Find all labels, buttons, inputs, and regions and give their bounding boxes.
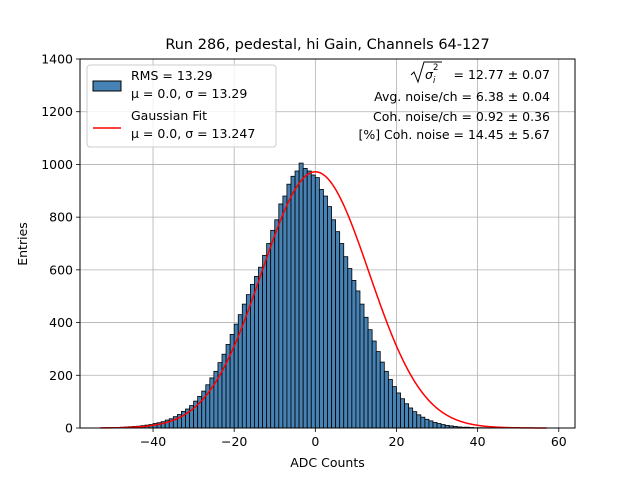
annotation-sigma-symbol: σ: [425, 67, 434, 82]
histogram-bars: [103, 162, 491, 429]
histogram-bar: [396, 392, 401, 429]
histogram-bar: [387, 379, 393, 429]
y-tick-label: 800: [49, 210, 73, 225]
histogram-bar: [432, 422, 438, 429]
svg-text:σ: σ: [425, 67, 434, 82]
histogram-bar: [331, 219, 337, 429]
histogram-bar: [359, 303, 365, 429]
histogram-bar: [383, 370, 389, 429]
histogram-bar: [262, 254, 268, 429]
histogram-bar: [266, 243, 272, 429]
y-tick-label: 0: [65, 421, 73, 436]
sqrt-sign-icon: [410, 61, 442, 84]
x-tick-label: −20: [221, 434, 247, 449]
histogram-bar: [440, 424, 446, 429]
legend-histogram-stats: μ = 0.0, σ = 13.29: [131, 86, 247, 101]
histogram-bar: [298, 162, 304, 429]
y-tick-label: 1000: [41, 157, 73, 172]
histogram-bar: [258, 266, 263, 429]
histogram-bar: [294, 170, 300, 429]
legend-fit-stats: μ = 0.0, σ = 13.247: [131, 126, 255, 141]
histogram-bar: [371, 340, 377, 429]
histogram-bar: [327, 206, 332, 429]
legend-fit-label: Gaussian Fit: [131, 108, 207, 123]
annotation-sigma-sup: 2: [433, 63, 438, 73]
y-tick-label: 400: [49, 315, 73, 330]
annotation-coh-noise: Coh. noise/ch = 0.92 ± 0.36: [373, 109, 550, 124]
histogram-bar: [428, 420, 434, 429]
y-tick-label: 200: [49, 368, 73, 383]
histogram-bar: [270, 229, 276, 429]
x-tick-label: −40: [140, 434, 166, 449]
histogram-bar: [355, 290, 361, 429]
annotation-avg-noise: Avg. noise/ch = 6.38 ± 0.04: [374, 89, 550, 104]
plot-frame: [79, 58, 576, 429]
annotation-coh-noise-pct: [%] Coh. noise = 14.45 ± 5.67: [358, 127, 550, 142]
histogram-bar: [367, 329, 373, 429]
x-axis-label: ADC Counts: [290, 455, 365, 470]
annotation-sigma-sub: i: [433, 76, 436, 86]
histogram-bar: [420, 416, 426, 429]
histogram-bar: [274, 219, 280, 429]
histogram-bar: [278, 203, 284, 429]
histogram-bar: [351, 279, 357, 429]
x-tick-label: 20: [389, 434, 405, 449]
histogram-bar: [323, 195, 328, 429]
histogram-bar: [400, 398, 405, 429]
histogram-bar: [436, 423, 442, 429]
legend-histogram-swatch: [92, 80, 122, 92]
histogram-bar: [254, 276, 259, 429]
chart-title: Run 286, pedestal, hi Gain, Channels 64-…: [165, 37, 489, 53]
histogram-bar: [250, 283, 255, 429]
histogram-bar: [379, 361, 385, 429]
histogram-bar: [412, 411, 418, 429]
histogram-bar: [282, 195, 288, 429]
legend-histogram-label: RMS = 13.29: [131, 68, 213, 83]
histogram-bar: [318, 189, 324, 429]
histogram-bar: [339, 243, 345, 429]
histogram-bar: [392, 386, 397, 429]
x-tick-label: 60: [551, 434, 567, 449]
histogram-bar: [314, 177, 320, 429]
y-tick-label: 600: [49, 262, 73, 277]
annotation-sigma: σ 2 i = 12.77 ± 0.07: [410, 61, 550, 86]
histogram-bar: [310, 174, 316, 429]
histogram-bar: [286, 183, 292, 429]
histogram-bar: [302, 167, 308, 429]
histogram-bar: [290, 175, 296, 429]
x-axis-ticks: −40 −20 0 20 40 60: [140, 428, 567, 449]
histogram-bar: [424, 418, 430, 429]
y-tick-label: 1200: [41, 104, 73, 119]
histogram-bar: [375, 351, 381, 429]
histogram-bar: [347, 268, 353, 429]
y-axis-label: Entries: [15, 222, 30, 266]
histogram-bar: [343, 256, 349, 429]
noise-annotations: σ 2 i = 12.77 ± 0.07 Avg. noise/ch = 6.3…: [358, 61, 550, 142]
histogram-bar: [404, 403, 410, 429]
legend: RMS = 13.29 μ = 0.0, σ = 13.29 Gaussian …: [86, 64, 277, 148]
x-tick-label: 0: [311, 434, 319, 449]
histogram-bar: [408, 407, 414, 429]
annotation-sigma-value: = 12.77 ± 0.07: [454, 67, 550, 82]
histogram-bar: [363, 316, 369, 429]
legend-box: [86, 64, 277, 148]
gaussian-fit-line: [100, 171, 547, 429]
histogram-bar: [306, 170, 312, 429]
y-tick-label: 1400: [41, 52, 73, 67]
y-axis-ticks: 0 200 400 600 800 1000 1200 1400: [41, 52, 80, 436]
histogram-bar: [416, 414, 422, 429]
x-tick-label: 40: [470, 434, 486, 449]
histogram-bar: [335, 231, 341, 429]
